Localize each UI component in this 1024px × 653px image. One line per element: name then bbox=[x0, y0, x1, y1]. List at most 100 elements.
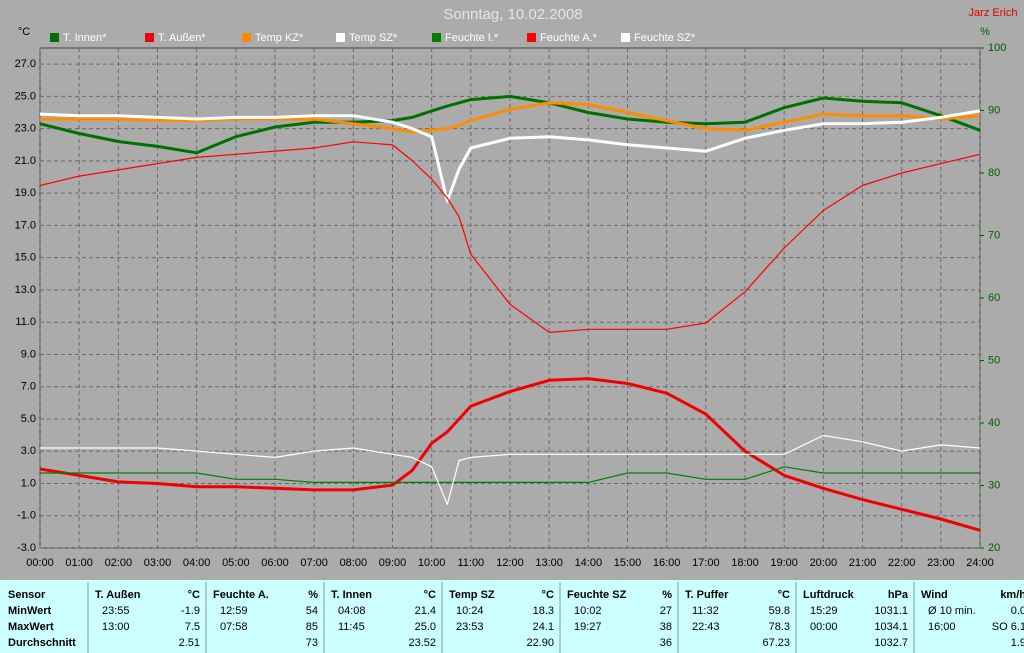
cell-value: 18.3 bbox=[533, 605, 554, 617]
x-tick-label: 24:00 bbox=[966, 557, 994, 569]
column-name: T. Innen bbox=[331, 589, 372, 601]
cell-value: 78.3 bbox=[769, 621, 790, 633]
y2-tick-label: 40 bbox=[988, 417, 1000, 429]
y2-tick-label: 100 bbox=[988, 42, 1006, 54]
y-axis-label: °C bbox=[18, 26, 30, 38]
row-label: Sensor bbox=[8, 589, 46, 601]
row-label: MaxWert bbox=[8, 621, 54, 633]
column-unit: °C bbox=[542, 589, 554, 601]
y-tick-label: 3.0 bbox=[21, 445, 36, 457]
cell-value: 85 bbox=[306, 621, 318, 633]
y-tick-label: 7.0 bbox=[21, 381, 36, 393]
x-tick-label: 09:00 bbox=[379, 557, 407, 569]
cell-time: 04:08 bbox=[338, 605, 366, 617]
column-unit: hPa bbox=[888, 589, 909, 601]
cell-average: 1032.7 bbox=[874, 637, 908, 649]
title: Sonntag, 10.02.2008 bbox=[443, 6, 582, 23]
cell-time: 11:45 bbox=[338, 621, 365, 633]
y2-tick-label: 90 bbox=[988, 104, 1000, 116]
x-tick-label: 04:00 bbox=[183, 557, 211, 569]
cell-average: 23.52 bbox=[408, 637, 436, 649]
column-name: Feuchte SZ bbox=[567, 589, 627, 601]
x-tick-label: 18:00 bbox=[731, 557, 759, 569]
cell-average: 22.90 bbox=[526, 637, 554, 649]
legend-label: Temp KZ* bbox=[255, 32, 304, 44]
y2-tick-label: 20 bbox=[988, 542, 1000, 554]
x-tick-label: 16:00 bbox=[653, 557, 681, 569]
cell-value: 7.5 bbox=[185, 621, 200, 633]
author: Jarz Erich bbox=[969, 7, 1018, 19]
x-tick-label: 13:00 bbox=[535, 557, 563, 569]
row-label: MinWert bbox=[8, 605, 52, 617]
series-line bbox=[40, 101, 981, 134]
column-unit: °C bbox=[188, 589, 200, 601]
y2-tick-label: 70 bbox=[988, 229, 1000, 241]
legend-label: Feuchte SZ* bbox=[634, 32, 696, 44]
cell-value: 24.1 bbox=[533, 621, 554, 633]
cell-average: 73 bbox=[306, 637, 318, 649]
legend-label: Feuchte A.* bbox=[540, 32, 598, 44]
column-unit: km/h bbox=[1000, 589, 1024, 601]
x-tick-label: 02:00 bbox=[105, 557, 133, 569]
cell-value: 21.4 bbox=[415, 605, 436, 617]
x-tick-label: 06:00 bbox=[261, 557, 289, 569]
y-tick-label: 13.0 bbox=[15, 284, 36, 296]
cell-average: 36 bbox=[660, 637, 672, 649]
legend-label: Temp SZ* bbox=[349, 32, 398, 44]
cell-time: 12:59 bbox=[220, 605, 248, 617]
x-tick-label: 01:00 bbox=[65, 557, 93, 569]
cell-value: SO 6.1 bbox=[992, 621, 1024, 633]
cell-value: -1.9 bbox=[181, 605, 200, 617]
legend-swatch bbox=[432, 33, 441, 42]
y2-axis-label: % bbox=[980, 26, 990, 38]
cell-time: 15:29 bbox=[810, 605, 838, 617]
x-tick-label: 00:00 bbox=[26, 557, 54, 569]
cell-value: 1031.1 bbox=[874, 605, 908, 617]
legend-swatch bbox=[242, 33, 251, 42]
table-background bbox=[0, 580, 1024, 653]
x-tick-label: 08:00 bbox=[340, 557, 368, 569]
series-line bbox=[39, 109, 981, 203]
column-name: Temp SZ bbox=[449, 589, 495, 601]
series-line bbox=[39, 377, 981, 532]
y-tick-label: 9.0 bbox=[21, 348, 36, 360]
x-tick-label: 05:00 bbox=[222, 557, 250, 569]
x-tick-label: 11:00 bbox=[457, 557, 484, 569]
cell-value: 1034.1 bbox=[874, 621, 908, 633]
cell-time: 22:43 bbox=[692, 621, 720, 633]
legend-swatch bbox=[621, 33, 630, 42]
cell-time: 13:00 bbox=[102, 621, 130, 633]
legend-label: T. Innen* bbox=[63, 32, 107, 44]
series-line bbox=[40, 466, 980, 483]
cell-value: 0.0 bbox=[1011, 605, 1024, 617]
x-tick-label: 21:00 bbox=[849, 557, 877, 569]
y-tick-label: 25.0 bbox=[15, 90, 36, 102]
y-tick-label: 15.0 bbox=[15, 252, 36, 264]
x-tick-label: 20:00 bbox=[810, 557, 838, 569]
x-tick-label: 07:00 bbox=[300, 557, 328, 569]
y2-tick-label: 50 bbox=[988, 354, 1000, 366]
x-tick-label: 19:00 bbox=[770, 557, 798, 569]
x-tick-label: 12:00 bbox=[496, 557, 524, 569]
y-tick-label: 19.0 bbox=[15, 187, 36, 199]
x-tick-label: 15:00 bbox=[614, 557, 642, 569]
y2-tick-label: 80 bbox=[988, 167, 1000, 179]
x-tick-label: 03:00 bbox=[144, 557, 172, 569]
cell-time: 10:02 bbox=[574, 605, 602, 617]
cell-value: 54 bbox=[306, 605, 318, 617]
legend-label: Feuchte I.* bbox=[445, 32, 499, 44]
cell-time: 23:53 bbox=[456, 621, 484, 633]
y-tick-label: 23.0 bbox=[15, 123, 36, 135]
column-name: T. Puffer bbox=[685, 589, 729, 601]
cell-average: 67.23 bbox=[762, 637, 790, 649]
cell-time: 19:27 bbox=[574, 621, 602, 633]
cell-time: 11:32 bbox=[692, 605, 719, 617]
y-tick-label: 21.0 bbox=[15, 155, 36, 167]
cell-time: 07:58 bbox=[220, 621, 248, 633]
y-tick-label: 17.0 bbox=[15, 219, 36, 231]
cell-time: 23:55 bbox=[102, 605, 130, 617]
row-label: Durchschnitt bbox=[8, 637, 76, 649]
y2-tick-label: 60 bbox=[988, 292, 1000, 304]
cell-time: Ø 10 min. bbox=[928, 605, 976, 617]
column-name: Feuchte A. bbox=[213, 589, 269, 601]
